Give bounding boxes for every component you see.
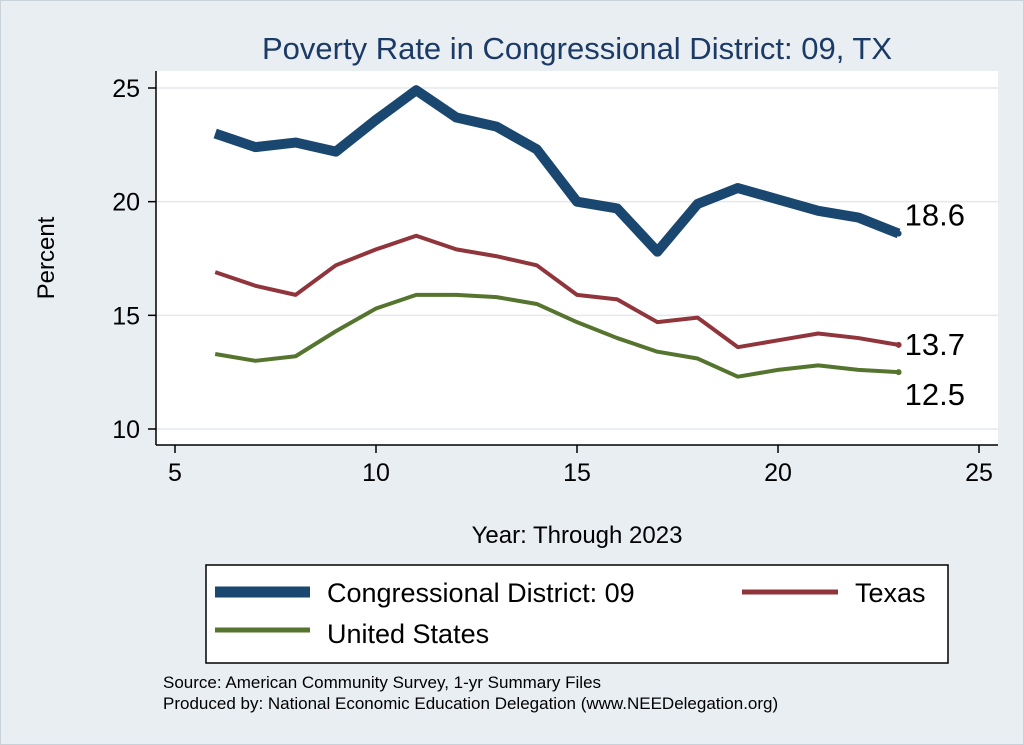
legend-box bbox=[205, 564, 949, 664]
end-labels: 12.5 13.7 18.6 bbox=[905, 197, 965, 412]
x-axis-title: Year: Through 2023 bbox=[472, 522, 683, 549]
series-end-point-0 bbox=[895, 230, 902, 237]
legend-label-0: Congressional District: 09 bbox=[327, 578, 635, 608]
series-line-2 bbox=[214, 292, 899, 379]
y-tick-label: 20 bbox=[112, 189, 140, 217]
end-value-label-1: 13.7 bbox=[905, 327, 965, 362]
y-axis-title: Percent bbox=[33, 216, 60, 299]
x-tick-label: 25 bbox=[965, 459, 993, 487]
end-value-label-0: 18.6 bbox=[905, 197, 965, 232]
legend: Congressional District: 09 Texas United St… bbox=[215, 578, 926, 649]
y-tick-label: 10 bbox=[112, 416, 140, 444]
x-tick-label: 10 bbox=[362, 459, 390, 487]
y-tick-label: 25 bbox=[112, 75, 140, 103]
plot-area bbox=[156, 71, 998, 445]
chart-title: Poverty Rate in Congressional District: … bbox=[262, 31, 892, 66]
series-line-0 bbox=[213, 85, 901, 257]
series-line-1 bbox=[214, 233, 899, 350]
y-tick-label: 15 bbox=[112, 302, 140, 330]
legend-label-2: United States bbox=[327, 619, 489, 649]
source-line-1: Source: American Community Survey, 1-yr … bbox=[163, 673, 601, 692]
series-lines bbox=[213, 85, 902, 379]
series-end-point-1 bbox=[895, 341, 902, 348]
axis-ticks: 10 15 20 25 5 10 15 20 25 bbox=[112, 75, 993, 487]
end-value-label-2: 12.5 bbox=[905, 377, 965, 412]
legend-label-1: Texas bbox=[855, 578, 926, 608]
x-tick-label: 15 bbox=[563, 459, 591, 487]
x-tick-label: 20 bbox=[764, 459, 792, 487]
source-line-2: Produced by: National Economic Education… bbox=[163, 694, 778, 713]
x-tick-label: 5 bbox=[168, 459, 182, 487]
series-end-point-2 bbox=[895, 369, 902, 376]
